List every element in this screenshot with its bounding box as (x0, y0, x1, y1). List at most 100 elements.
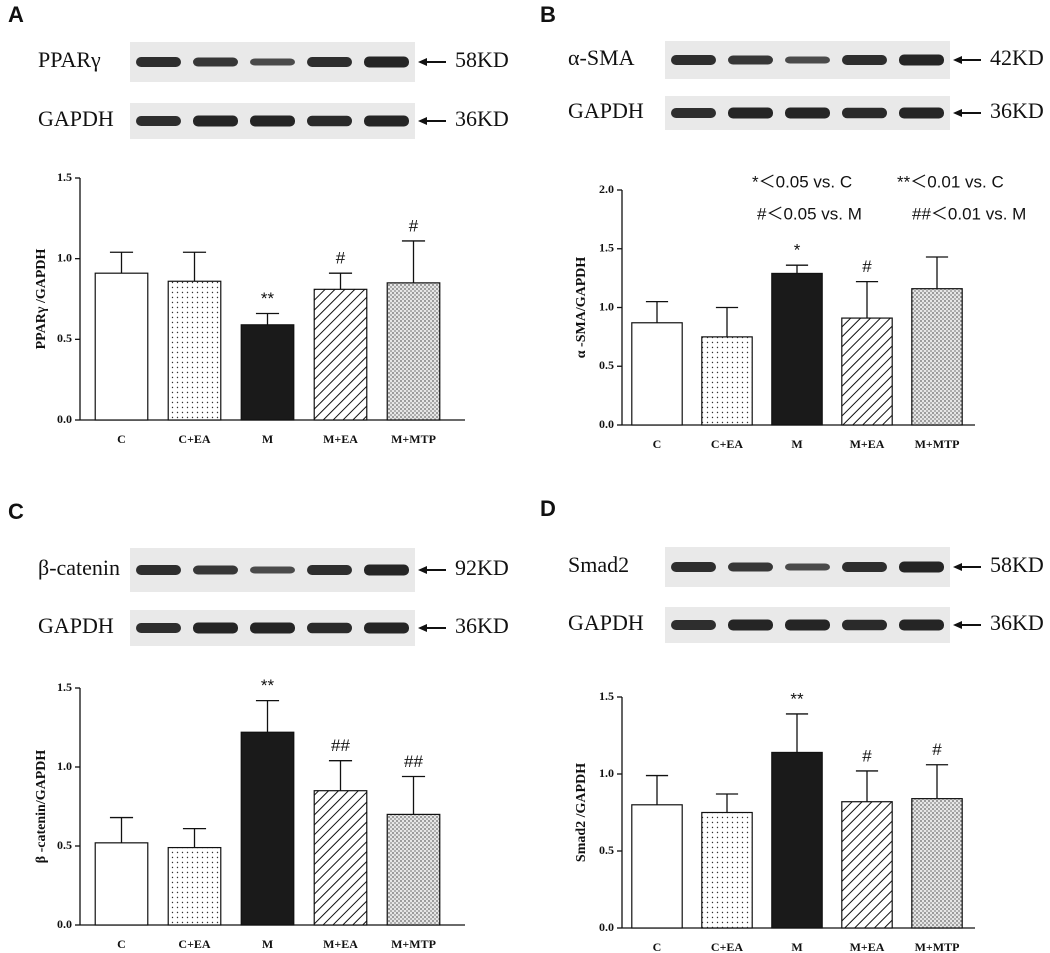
x-tick-label: M (791, 940, 802, 953)
x-tick-label: C+EA (178, 432, 211, 446)
x-tick-label: C+EA (711, 940, 744, 953)
blot-band (364, 564, 409, 576)
arrow-head (953, 563, 962, 571)
x-tick-label: C (653, 940, 662, 953)
significance-note: **＜0.01 vs. C (897, 172, 1004, 191)
significance-marker: # (932, 740, 942, 759)
blot-band (364, 56, 409, 68)
blot-size: 36KD (455, 106, 509, 131)
y-tick-label: 2.0 (599, 182, 614, 196)
bar (701, 811, 753, 929)
bar (911, 288, 963, 426)
blot-label: GAPDH (38, 613, 114, 638)
significance-note: ##＜0.01 vs. M (912, 204, 1026, 223)
blot-size: 58KD (455, 47, 509, 72)
y-tick-label: 0.5 (57, 331, 72, 345)
bar (631, 804, 683, 929)
blot-size: 58KD (990, 552, 1044, 577)
bar (841, 317, 893, 426)
significance-marker: # (862, 257, 872, 276)
bar (94, 842, 149, 926)
bar (240, 731, 295, 926)
x-tick-label: M+MTP (915, 940, 960, 953)
y-axis-label: Smad2 /GAPDH (574, 763, 589, 862)
bar (771, 272, 823, 426)
significance-marker: * (794, 241, 801, 260)
blot-band (136, 116, 181, 126)
blot-band (785, 563, 830, 571)
blot-band (307, 115, 352, 127)
blot-band (785, 107, 830, 119)
y-axis-label: α -SMA/GAPDH (574, 257, 589, 359)
y-axis-label: β -catenin/GAPDH (34, 750, 49, 864)
blot-label: β-catenin (38, 555, 120, 580)
blot-band (136, 623, 181, 633)
arrow-head (953, 109, 962, 117)
blot-band (899, 54, 944, 66)
x-tick-label: M (262, 937, 273, 951)
blot-size: 92KD (455, 555, 509, 580)
significance-marker: ** (790, 689, 804, 708)
blot-size: 36KD (990, 610, 1044, 635)
y-tick-label: 0.0 (57, 917, 72, 931)
blot-size: 42KD (990, 45, 1044, 70)
x-tick-label: C+EA (178, 937, 211, 951)
bar (167, 280, 222, 421)
blot-label: GAPDH (38, 106, 114, 131)
blot-band (250, 566, 295, 574)
blot-label: GAPDH (568, 98, 644, 123)
significance-note: #＜0.05 vs. M (757, 204, 862, 223)
y-tick-label: 1.0 (599, 766, 614, 780)
x-tick-label: C (117, 937, 126, 951)
y-tick-label: 0.5 (599, 358, 614, 372)
x-tick-label: M (262, 432, 273, 446)
blot-band (193, 565, 238, 575)
arrow-head (418, 566, 427, 574)
x-tick-label: M+EA (323, 432, 358, 446)
blot-band (364, 622, 409, 634)
y-axis-label: PPARγ /GAPDH (34, 249, 49, 350)
y-tick-label: 0.0 (599, 417, 614, 431)
blot-band (136, 565, 181, 575)
blot-band (842, 619, 887, 631)
blot-label: α-SMA (568, 45, 635, 70)
blot-band (364, 115, 409, 127)
y-tick-label: 1.5 (599, 689, 614, 703)
blot-band (193, 115, 238, 127)
y-tick-label: 1.0 (57, 759, 72, 773)
bar (911, 798, 963, 929)
arrow-head (418, 624, 427, 632)
blot-band (842, 107, 887, 119)
bar (841, 801, 893, 929)
arrow-head (953, 621, 962, 629)
blot-size: 36KD (990, 98, 1044, 123)
blot-band (671, 562, 716, 572)
x-tick-label: C+EA (711, 437, 744, 451)
blot-band (842, 55, 887, 65)
blot-band (136, 57, 181, 67)
x-tick-label: M+MTP (915, 437, 960, 451)
blot-band (728, 562, 773, 572)
bar (167, 846, 222, 926)
blot-band (899, 561, 944, 573)
blot-band (250, 58, 295, 66)
y-tick-label: 0.5 (599, 843, 614, 857)
panel-letter: A (8, 2, 24, 27)
y-tick-label: 1.5 (57, 170, 72, 184)
blot-band (785, 619, 830, 631)
arrow-head (418, 58, 427, 66)
x-tick-label: M+MTP (391, 937, 436, 951)
blot-band (899, 619, 944, 631)
bar (386, 813, 441, 926)
bar (771, 751, 823, 929)
bar (313, 288, 368, 421)
blot-band (671, 108, 716, 118)
x-tick-label: M (791, 437, 802, 451)
bar (240, 324, 295, 421)
blot-label: GAPDH (568, 610, 644, 635)
blot-band (250, 622, 295, 634)
y-tick-label: 0.0 (57, 412, 72, 426)
panel-letter: C (8, 499, 24, 524)
blot-band (728, 619, 773, 631)
blot-band (250, 115, 295, 127)
